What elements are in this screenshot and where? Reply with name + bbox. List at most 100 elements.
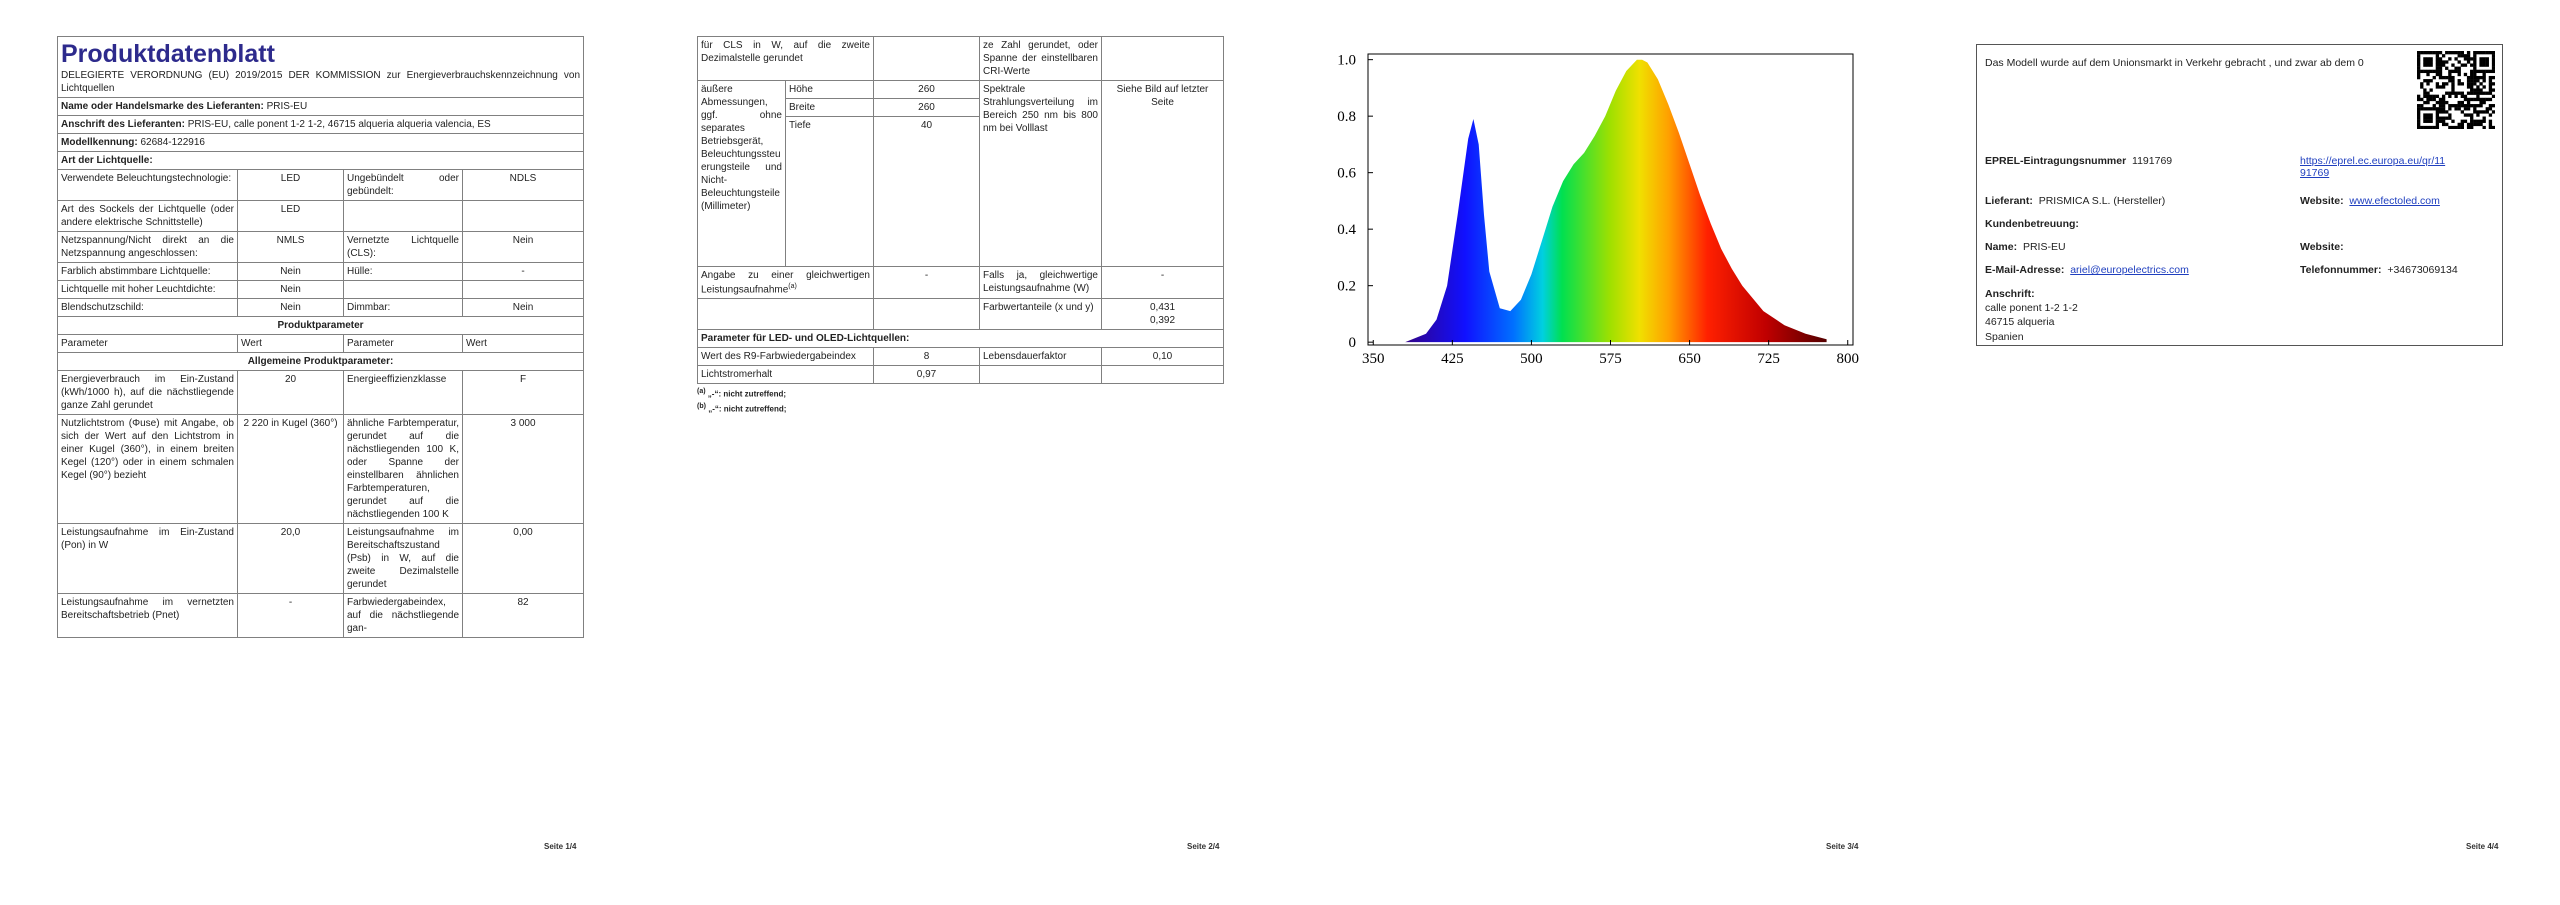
qr-module (2473, 66, 2477, 70)
qr-module (2435, 54, 2440, 58)
label: Modellkennung: (61, 137, 138, 148)
qr-module (2417, 57, 2421, 61)
qr-module (2426, 72, 2430, 77)
qr-module (2454, 104, 2458, 108)
qr-module (2454, 107, 2458, 111)
value: PRIS-EU (2022, 241, 2066, 253)
qr-module (2423, 63, 2427, 67)
column-header: Parameter (57, 334, 238, 353)
qr-module (2488, 104, 2493, 108)
address-line: 46715 alqueria (1985, 316, 2055, 329)
datasheet-table: für CLS in W, auf die zweite Dezimalstel… (697, 36, 1224, 385)
qr-module (2476, 51, 2480, 55)
qr-module (2438, 75, 2443, 80)
qr-module (2441, 75, 2446, 80)
qr-module (2470, 72, 2474, 77)
qr-module (2479, 60, 2483, 64)
qr-module (2445, 91, 2449, 95)
qr-module (2426, 60, 2430, 64)
qr-module (2429, 125, 2433, 129)
qr-module (2466, 75, 2471, 80)
qr-module (2485, 63, 2489, 67)
qr-module (2441, 122, 2446, 127)
label: Lieferant: (1985, 195, 2033, 207)
qr-module (2473, 88, 2477, 92)
qr-module (2423, 100, 2427, 105)
qr-module (2463, 94, 2468, 98)
qr-module (2488, 113, 2493, 117)
qr-module (2445, 66, 2449, 70)
qr-module (2423, 94, 2427, 98)
qr-module (2451, 51, 2455, 55)
qr-module (2441, 60, 2446, 64)
page-1: Produktdatenblatt DELEGIERTE VERORDNUNG … (57, 36, 584, 836)
qr-module (2470, 63, 2474, 67)
qr-module (2438, 100, 2443, 105)
qr-module (2457, 125, 2461, 129)
qr-module (2479, 75, 2483, 80)
qr-module (2445, 75, 2449, 80)
eprel-link[interactable]: https://eprel.ec.europa.eu/qr/1191769 (2300, 155, 2446, 179)
qr-module (2460, 125, 2464, 129)
qr-module (2457, 72, 2461, 77)
qr-module (2420, 69, 2424, 74)
qr-module (2491, 110, 2495, 114)
qr-module (2429, 69, 2433, 74)
cell: 260 (873, 80, 980, 99)
qr-module (2457, 54, 2461, 58)
cell: Nein (237, 298, 344, 317)
qr-module (2441, 119, 2446, 123)
qr-module (2435, 113, 2440, 117)
qr-module (2435, 82, 2440, 86)
qr-module (2463, 97, 2468, 102)
qr-module (2423, 116, 2427, 120)
qr-module (2473, 69, 2477, 74)
qr-module (2485, 57, 2489, 61)
qr-module (2417, 60, 2421, 64)
cell: 0,00 (461, 523, 584, 594)
qr-module (2441, 82, 2446, 86)
cell: Nein (461, 231, 584, 263)
qr-module (2482, 85, 2486, 89)
qr-module (2488, 69, 2493, 74)
qr-module (2488, 125, 2493, 129)
qr-module (2466, 104, 2471, 108)
qr-module (2482, 116, 2486, 120)
qr-module (2426, 125, 2430, 129)
cell: - (461, 262, 584, 281)
qr-module (2473, 57, 2477, 61)
qr-module (2429, 107, 2433, 111)
email-link[interactable]: ariel@europelectrics.com (2070, 264, 2189, 276)
qr-module (2435, 94, 2440, 98)
qr-module (2438, 72, 2443, 77)
qr-module (2457, 51, 2461, 55)
cell: Blendschutzschild: (57, 298, 238, 317)
cell: Lebensdauerfaktor (979, 347, 1102, 367)
qr-module (2460, 54, 2464, 58)
qr-module (2470, 91, 2474, 95)
qr-module (2454, 66, 2458, 70)
qr-module (2429, 97, 2433, 102)
qr-module (2432, 51, 2436, 55)
qr-module (2441, 100, 2446, 105)
qr-module (2420, 97, 2424, 102)
qr-module (2457, 122, 2461, 127)
qr-module (2438, 107, 2443, 111)
qr-module (2460, 51, 2464, 55)
qr-module (2417, 94, 2421, 98)
qr-module (2479, 122, 2483, 127)
qr-module (2466, 113, 2471, 117)
qr-module (2417, 122, 2421, 127)
qr-module (2463, 119, 2468, 123)
qr-module (2451, 85, 2455, 89)
eprel: EPREL-Eintragungsnummer 1191769 (1985, 155, 2172, 167)
qr-module (2448, 57, 2452, 61)
website-link[interactable]: www.efectoled.com (2349, 195, 2440, 207)
qr-module (2420, 104, 2424, 108)
qr-module (2420, 125, 2424, 129)
qr-module (2488, 51, 2493, 55)
qr-module (2470, 104, 2474, 108)
qr-module (2473, 91, 2477, 95)
qr-module (2479, 119, 2483, 123)
